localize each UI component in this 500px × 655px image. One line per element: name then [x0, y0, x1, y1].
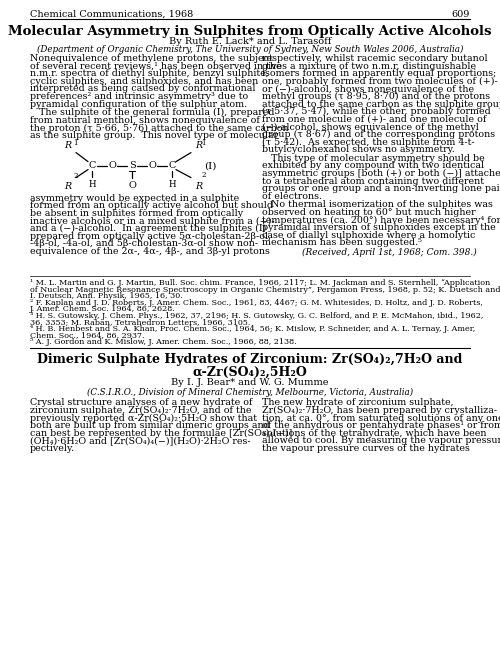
Text: (C.S.I.R.O., Division of Mineral Chemistry, Melbourne, Victoria, Australia): (C.S.I.R.O., Division of Mineral Chemist… — [87, 387, 413, 396]
Text: mechanism has been suggested.⁵: mechanism has been suggested.⁵ — [262, 238, 422, 248]
Text: butylcyclohexanol shows no asymmetry.: butylcyclohexanol shows no asymmetry. — [262, 145, 455, 154]
Text: C: C — [88, 161, 96, 170]
Text: and a (−)-alcohol.  In agreement the sulphites (I): and a (−)-alcohol. In agreement the sulp… — [30, 224, 266, 233]
Text: of electrons.: of electrons. — [262, 192, 322, 201]
Text: This type of molecular asymmetry should be: This type of molecular asymmetry should … — [262, 154, 485, 163]
Text: to a tetrahedral atom containing two different: to a tetrahedral atom containing two dif… — [262, 177, 484, 185]
Text: n.m.r. spectra of diethyl sulphite, benzyl sulphite,: n.m.r. spectra of diethyl sulphite, benz… — [30, 69, 269, 78]
Text: attached to the same carbon as the sulphite group: attached to the same carbon as the sulph… — [262, 100, 500, 109]
Text: case of diallyl sulphoxide where a homolytic: case of diallyl sulphoxide where a homol… — [262, 231, 476, 240]
Text: R: R — [64, 141, 71, 149]
Text: equivalence of the 2α-, 4α-, 4β-, and 3β-yl protons: equivalence of the 2α-, 4α-, 4β-, and 3β… — [30, 247, 270, 256]
Text: O: O — [108, 161, 116, 170]
Text: No thermal isomerization of the sulphites was: No thermal isomerization of the sulphite… — [262, 200, 493, 210]
Text: both are built up from similar dimeric groups and: both are built up from similar dimeric g… — [30, 421, 270, 430]
Text: of several recent reviews,¹ has been observed in the: of several recent reviews,¹ has been obs… — [30, 62, 281, 71]
Text: The sulphite of the general formula (I), prepared: The sulphite of the general formula (I),… — [30, 108, 274, 117]
Text: ³ H. S. Gutowsky, J. Chem. Phys., 1962, 37, 2196; H. S. Gutowsky, G. C. Belford,: ³ H. S. Gutowsky, J. Chem. Phys., 1962, … — [30, 312, 484, 320]
Text: prepared from optically active 5α-cholestan-2β-ol,: prepared from optically active 5α-choles… — [30, 232, 271, 240]
Text: -4β-ol, -4a-ol, and 5β-cholestan-3α-ol show non-: -4β-ol, -4a-ol, and 5β-cholestan-3α-ol s… — [30, 239, 258, 248]
Text: pyramidal inversion of sulphoxides except in the: pyramidal inversion of sulphoxides excep… — [262, 223, 496, 233]
Text: formed from an optically active alcohol but should: formed from an optically active alcohol … — [30, 201, 273, 210]
Text: (Department of Organic Chemistry, The University of Sydney, New South Wales 2006: (Department of Organic Chemistry, The Un… — [37, 45, 463, 54]
Text: the vapour pressure curves of the hydrates: the vapour pressure curves of the hydrat… — [262, 444, 470, 453]
Text: inactive alcohols or in a mixed sulphite from a (+)-: inactive alcohols or in a mixed sulphite… — [30, 216, 274, 225]
Text: H: H — [88, 179, 96, 189]
Text: C: C — [168, 161, 175, 170]
Text: (τ 5·42).  As expected, the sulphite from 4-t-: (τ 5·42). As expected, the sulphite from… — [262, 138, 474, 147]
Text: H: H — [168, 179, 176, 189]
Text: R: R — [195, 141, 202, 149]
Text: 1: 1 — [73, 139, 78, 147]
Text: 2: 2 — [201, 170, 205, 179]
Text: be absent in sulphites formed from optically: be absent in sulphites formed from optic… — [30, 209, 243, 218]
Text: one, probably formed from two molecules of (+)-: one, probably formed from two molecules … — [262, 77, 498, 86]
Text: from natural menthol, shows nonequivalence of: from natural menthol, shows nonequivalen… — [30, 116, 260, 125]
Text: as the sulphite group.  This novel type of molecular: as the sulphite group. This novel type o… — [30, 131, 278, 140]
Text: The new hydrate of zirconium sulphate,: The new hydrate of zirconium sulphate, — [262, 398, 454, 407]
Text: exhibited by any compound with two identical: exhibited by any compound with two ident… — [262, 161, 484, 170]
Text: Chem. Soc., 1964, 86, 2937.: Chem. Soc., 1964, 86, 2937. — [30, 331, 144, 339]
Text: ¹ M. L. Martin and G. J. Martin, Bull. Soc. chim. France, 1966, 2117; L. M. Jack: ¹ M. L. Martin and G. J. Martin, Bull. S… — [30, 280, 490, 288]
Text: previously reported α-Zr(SO₄)₂·5H₂O show that: previously reported α-Zr(SO₄)₂·5H₂O show… — [30, 413, 257, 422]
Text: solutions of the tetrahydrate, which have been: solutions of the tetrahydrate, which hav… — [262, 429, 486, 438]
Text: By I. J. Bear* and W. G. Mumme: By I. J. Bear* and W. G. Mumme — [171, 379, 329, 387]
Text: pyramidal configuration of the sulphur atom.: pyramidal configuration of the sulphur a… — [30, 100, 247, 109]
Text: groups or one group and a non-inverting lone pair: groups or one group and a non-inverting … — [262, 184, 500, 193]
Text: of Nuclear Magnetic Resonance Spectroscopy in Organic Chemistry”, Pergamon Press: of Nuclear Magnetic Resonance Spectrosco… — [30, 286, 500, 294]
Text: (Received, April 1st, 1968; Com. 398.): (Received, April 1st, 1968; Com. 398.) — [302, 248, 477, 257]
Text: the proton (τ 5·66, 5·76) attached to the same carbon: the proton (τ 5·66, 5·76) attached to th… — [30, 123, 288, 132]
Text: from one molecule of (+)- and one molecule of: from one molecule of (+)- and one molecu… — [262, 115, 486, 124]
Text: ² F. Kaplan and J. D. Roberts, J. Amer. Chem. Soc., 1961, 83, 4467; G. M. Whites: ² F. Kaplan and J. D. Roberts, J. Amer. … — [30, 299, 483, 307]
Text: preferences² and intrinsic asymmetry³ due to: preferences² and intrinsic asymmetry³ du… — [30, 92, 248, 101]
Text: observed on heating to 60° but much higher: observed on heating to 60° but much high… — [262, 208, 476, 217]
Text: asymmetric groups [both (+) or both (−)] attached: asymmetric groups [both (+) or both (−)]… — [262, 169, 500, 178]
Text: O: O — [148, 161, 156, 170]
Text: or (−)-alcohol, shows nonequivalence of the: or (−)-alcohol, shows nonequivalence of … — [262, 84, 474, 94]
Text: gives a mixture of two n.m.r. distinguishable: gives a mixture of two n.m.r. distinguis… — [262, 62, 476, 71]
Text: Chemical Communications, 1968: Chemical Communications, 1968 — [30, 10, 193, 19]
Text: (I): (I) — [204, 161, 216, 170]
Text: tion, at ca. 0°, from saturated solutions of any one: tion, at ca. 0°, from saturated solution… — [262, 413, 500, 422]
Text: isomers formed in apparently equal proportions;: isomers formed in apparently equal propo… — [262, 69, 496, 78]
Text: asymmetry would be expected in a sulphite: asymmetry would be expected in a sulphit… — [30, 194, 240, 202]
Text: I. Deutsch, Ann. Physik, 1965, 16, 30.: I. Deutsch, Ann. Physik, 1965, 16, 30. — [30, 292, 183, 301]
Text: Nonequivalence of methylene protons, the subject: Nonequivalence of methylene protons, the… — [30, 54, 273, 63]
Text: 609: 609 — [452, 10, 470, 19]
Text: of the anhydrous or pentahydrate phases¹ or from: of the anhydrous or pentahydrate phases¹… — [262, 421, 500, 430]
Text: interpreted as being caused by conformational: interpreted as being caused by conformat… — [30, 84, 256, 94]
Text: 2: 2 — [73, 172, 78, 179]
Text: (−)-alcohol, shows equivalence of the methyl: (−)-alcohol, shows equivalence of the me… — [262, 122, 479, 132]
Text: Crystal structure analyses of a new hydrate of: Crystal structure analyses of a new hydr… — [30, 398, 252, 407]
Text: (OH₄)·6H₂O and [Zr(SO₄)₄(−)](H₂O)·2H₂O res-: (OH₄)·6H₂O and [Zr(SO₄)₄(−)](H₂O)·2H₂O r… — [30, 436, 250, 445]
Text: R: R — [64, 181, 71, 191]
Text: J. Amer. Chem. Soc. 1964, 86, 2628.: J. Amer. Chem. Soc. 1964, 86, 2628. — [30, 305, 176, 313]
Text: allowed to cool. By measuring the vapour pressure,: allowed to cool. By measuring the vapour… — [262, 436, 500, 445]
Text: can best be represented by the formulae [Zr(SO₄)₄(−)]: can best be represented by the formulae … — [30, 429, 292, 438]
Text: By Ruth E. Lack* and L. Tarasoff: By Ruth E. Lack* and L. Tarasoff — [169, 37, 331, 46]
Text: O: O — [128, 181, 136, 189]
Text: Dimeric Sulphate Hydrates of Zirconium: Zr(SO₄)₂,7H₂O and: Dimeric Sulphate Hydrates of Zirconium: … — [38, 354, 463, 366]
Text: temperatures (ca. 200°) have been necessary⁴ for: temperatures (ca. 200°) have been necess… — [262, 215, 500, 225]
Text: group (τ 8·67) and of the corresponding protons: group (τ 8·67) and of the corresponding … — [262, 130, 495, 139]
Text: (τ 5·37, 5·47), while the other, probably formed: (τ 5·37, 5·47), while the other, probabl… — [262, 107, 491, 117]
Text: Molecular Asymmetry in Sulphites from Optically Active Alcohols: Molecular Asymmetry in Sulphites from Op… — [8, 25, 492, 38]
Text: methyl groups (τ 8·95, 8·70) and of the protons: methyl groups (τ 8·95, 8·70) and of the … — [262, 92, 490, 101]
Text: cyclic sulphites, and sulphoxides, and has been: cyclic sulphites, and sulphoxides, and h… — [30, 77, 258, 86]
Text: 1: 1 — [201, 139, 205, 147]
Text: Zr(SO₄)₂·7H₂O, has been prepared by crystalliza-: Zr(SO₄)₂·7H₂O, has been prepared by crys… — [262, 406, 497, 415]
Text: ⁵ A. J. Gordon and K. Mislow, J. Amer. Chem. Soc., 1966, 88, 2138.: ⁵ A. J. Gordon and K. Mislow, J. Amer. C… — [30, 338, 296, 346]
Text: ⁴ H. B. Henbest and S. A. Khan, Proc. Chem. Soc., 1964, 56; K. Mislow, P. Schnei: ⁴ H. B. Henbest and S. A. Khan, Proc. Ch… — [30, 325, 475, 333]
Text: respectively, whilst racemic secondary butanol: respectively, whilst racemic secondary b… — [262, 54, 488, 63]
Text: S: S — [128, 161, 136, 170]
Text: 36, 3353; M. Raban, Tetrahedron Letters, 1966, 3105.: 36, 3353; M. Raban, Tetrahedron Letters,… — [30, 318, 250, 326]
Text: R: R — [195, 181, 202, 191]
Text: zirconium sulphate, Zr(SO₄)₂·7H₂O, and of the: zirconium sulphate, Zr(SO₄)₂·7H₂O, and o… — [30, 406, 252, 415]
Text: pectively.: pectively. — [30, 444, 75, 453]
Text: α-Zr(SO₄)₂,5H₂O: α-Zr(SO₄)₂,5H₂O — [192, 365, 308, 379]
